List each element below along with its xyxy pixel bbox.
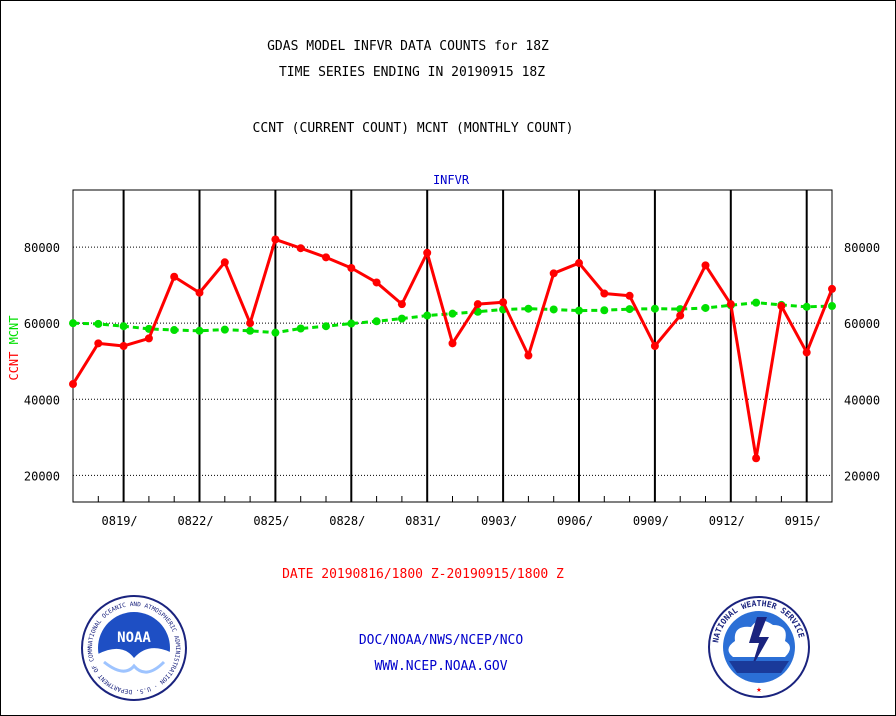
data-point-mcnt: [372, 317, 381, 326]
header-title-line3: CCNT (CURRENT COUNT) MCNT (MONTHLY COUNT…: [253, 121, 574, 136]
header-title-line2: TIME SERIES ENDING IN 20190915 18Z: [279, 65, 545, 80]
data-point-ccnt: [144, 334, 153, 343]
data-point-ccnt: [701, 261, 710, 270]
data-point-mcnt: [246, 326, 255, 335]
series-mcnt: [69, 298, 836, 337]
x-axis-tick-labels: 0819/0822/0825/0828/0831/0903/0906/0909/…: [102, 514, 821, 528]
data-point-ccnt: [625, 291, 634, 300]
data-point-ccnt: [752, 454, 761, 463]
data-point-mcnt: [828, 302, 836, 311]
svg-text:CCNT MCNT: CCNT MCNT: [7, 315, 21, 380]
series-line-ccnt: [71, 237, 834, 460]
date-range-label: DATE 20190816/1800 Z-20190915/1800 Z: [282, 567, 564, 582]
y-axis-label-ccnt: CCNT: [7, 352, 21, 381]
series-ccnt: [69, 235, 836, 463]
y-axis-title: CCNT MCNT: [7, 315, 21, 380]
data-point-ccnt: [423, 248, 432, 257]
x-tick-label: 0912/: [709, 514, 745, 528]
y-tick-label-left: 20000: [24, 469, 60, 483]
data-point-mcnt: [195, 326, 204, 335]
data-point-ccnt: [220, 258, 229, 267]
data-point-mcnt: [448, 309, 457, 318]
data-point-ccnt: [499, 298, 508, 307]
data-point-mcnt: [170, 326, 179, 335]
data-point-ccnt: [119, 342, 128, 350]
data-point-ccnt: [170, 272, 179, 281]
x-tick-label: 0906/: [557, 514, 593, 528]
data-point-ccnt: [676, 311, 685, 320]
y-tick-label-right: 60000: [844, 317, 880, 331]
data-point-mcnt: [575, 306, 583, 315]
data-point-mcnt: [524, 304, 533, 313]
data-point-mcnt: [650, 304, 659, 313]
x-tick-label: 0831/: [405, 514, 441, 528]
x-tick-label: 0909/: [633, 514, 669, 528]
data-point-ccnt: [524, 351, 533, 360]
x-tick-label: 0828/: [329, 514, 365, 528]
data-point-ccnt: [650, 342, 659, 350]
data-point-mcnt: [94, 319, 103, 328]
header-title-line1: GDAS MODEL INFVR DATA COUNTS for 18Z: [267, 39, 549, 54]
x-tick-label: 0915/: [785, 514, 821, 528]
x-tick-label: 0819/: [102, 514, 138, 528]
data-point-mcnt: [347, 319, 356, 328]
data-point-ccnt: [94, 339, 103, 348]
data-point-ccnt: [69, 380, 77, 389]
x-tick-label: 0903/: [481, 514, 517, 528]
data-point-mcnt: [220, 325, 229, 334]
data-point-ccnt: [549, 269, 558, 278]
data-point-ccnt: [246, 319, 255, 328]
data-point-ccnt: [777, 302, 786, 311]
data-point-mcnt: [271, 328, 280, 337]
y-tick-label-left: 80000: [24, 241, 60, 255]
data-point-mcnt: [549, 305, 558, 314]
data-point-ccnt: [448, 339, 457, 348]
data-point-mcnt: [322, 322, 330, 331]
data-point-ccnt: [296, 244, 305, 253]
y-tick-label-right: 40000: [844, 393, 880, 407]
data-point-mcnt: [69, 319, 77, 328]
noaa-logo-text: NOAA: [117, 630, 151, 646]
data-point-mcnt: [701, 303, 710, 312]
data-point-ccnt: [372, 278, 381, 287]
data-point-mcnt: [296, 324, 305, 333]
data-point-mcnt: [397, 314, 406, 323]
nws-star-icon: ★: [756, 685, 762, 695]
url-link[interactable]: WWW.NCEP.NOAA.GOV: [374, 659, 507, 674]
y-axis-tick-labels: 20000 20000 40000 40000 60000 60000 80000 80000: [24, 241, 880, 483]
data-point-ccnt: [802, 348, 811, 357]
data-point-mcnt: [752, 298, 761, 307]
data-point-mcnt: [600, 306, 609, 315]
data-point-ccnt: [347, 264, 356, 272]
y-tick-label-left: 60000: [24, 317, 60, 331]
data-point-ccnt: [828, 284, 836, 293]
x-tick-label: 0822/: [177, 514, 213, 528]
y-axis-label-mcnt: MCNT: [7, 315, 21, 344]
y-tick-label-right: 20000: [844, 469, 880, 483]
data-point-ccnt: [726, 300, 735, 309]
data-point-ccnt: [271, 235, 280, 244]
x-tick-label: 0825/: [253, 514, 289, 528]
y-tick-label-left: 40000: [24, 393, 60, 407]
noaa-logo: NOAA NATIONAL OCEANIC AND ATMOSPHERIC AD…: [81, 595, 187, 701]
data-point-mcnt: [802, 302, 811, 311]
plot-border: [72, 189, 833, 503]
data-point-ccnt: [322, 253, 330, 262]
chart-title: INFVR: [433, 173, 470, 187]
data-point-ccnt: [473, 300, 482, 309]
data-point-ccnt: [575, 259, 583, 268]
data-point-mcnt: [625, 305, 634, 314]
data-point-mcnt: [119, 322, 128, 331]
data-point-ccnt: [397, 300, 406, 309]
nws-logo: NATIONAL WEATHER SERVICE ★: [708, 596, 810, 698]
data-point-mcnt: [423, 311, 432, 320]
data-point-ccnt: [195, 288, 204, 297]
org-label: DOC/NOAA/NWS/NCEP/NCO: [359, 633, 524, 648]
y-tick-label-right: 80000: [844, 241, 880, 255]
data-point-ccnt: [600, 289, 609, 298]
